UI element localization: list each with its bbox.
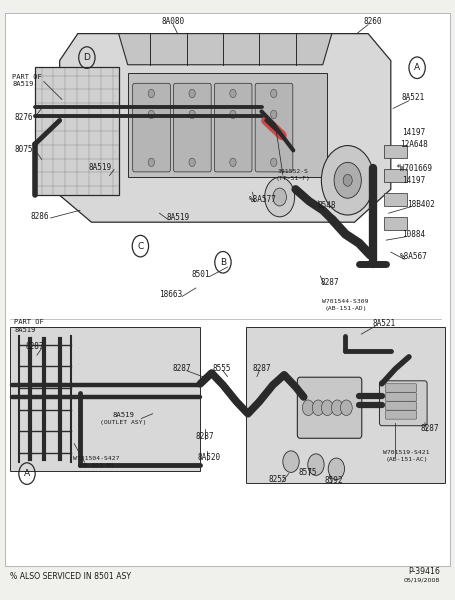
Text: 8A519: 8A519 bbox=[89, 163, 112, 172]
Circle shape bbox=[271, 89, 277, 98]
Text: W701504-S427: W701504-S427 bbox=[73, 456, 119, 461]
Circle shape bbox=[271, 110, 277, 119]
FancyBboxPatch shape bbox=[379, 381, 427, 426]
Text: 391552-S: 391552-S bbox=[278, 169, 309, 174]
Text: 14197: 14197 bbox=[402, 128, 425, 137]
Text: 8287: 8287 bbox=[320, 278, 339, 287]
Text: PART OF: PART OF bbox=[14, 319, 44, 325]
Circle shape bbox=[331, 400, 343, 416]
Text: 8276: 8276 bbox=[14, 113, 33, 122]
FancyBboxPatch shape bbox=[385, 402, 417, 410]
Text: A: A bbox=[414, 63, 420, 72]
Polygon shape bbox=[10, 327, 200, 470]
Text: 8592: 8592 bbox=[325, 476, 344, 485]
Text: %8A577: %8A577 bbox=[249, 195, 277, 204]
Polygon shape bbox=[246, 327, 445, 482]
Circle shape bbox=[148, 110, 154, 119]
Text: P-39416: P-39416 bbox=[408, 567, 440, 576]
FancyBboxPatch shape bbox=[385, 393, 417, 401]
Text: 8287: 8287 bbox=[252, 364, 271, 373]
Circle shape bbox=[302, 400, 314, 416]
Text: 8A519: 8A519 bbox=[166, 213, 189, 222]
Text: A: A bbox=[24, 469, 30, 478]
Circle shape bbox=[340, 400, 352, 416]
Text: (AB-212-M): (AB-212-M) bbox=[76, 463, 115, 469]
Circle shape bbox=[265, 177, 295, 217]
Text: 8A519: 8A519 bbox=[14, 327, 35, 333]
Circle shape bbox=[283, 451, 299, 472]
Circle shape bbox=[230, 89, 236, 98]
Text: W701519-S421: W701519-S421 bbox=[384, 450, 430, 455]
FancyBboxPatch shape bbox=[384, 145, 407, 158]
FancyBboxPatch shape bbox=[298, 377, 362, 438]
Circle shape bbox=[334, 163, 361, 198]
Text: W701544-S309: W701544-S309 bbox=[322, 299, 369, 304]
Text: 8260: 8260 bbox=[364, 17, 382, 26]
Text: 8555: 8555 bbox=[213, 364, 231, 373]
Text: 8A521: 8A521 bbox=[373, 319, 395, 328]
FancyBboxPatch shape bbox=[385, 384, 417, 392]
Text: 18B402: 18B402 bbox=[407, 200, 435, 209]
Text: 18663: 18663 bbox=[159, 290, 182, 299]
FancyBboxPatch shape bbox=[384, 169, 407, 182]
Text: (TT-51-F): (TT-51-F) bbox=[276, 176, 311, 181]
Circle shape bbox=[189, 158, 195, 167]
Circle shape bbox=[321, 400, 333, 416]
Circle shape bbox=[230, 158, 236, 167]
Text: 8075: 8075 bbox=[14, 145, 33, 154]
Circle shape bbox=[189, 110, 195, 119]
Text: 8287: 8287 bbox=[196, 432, 214, 441]
FancyBboxPatch shape bbox=[384, 217, 407, 230]
Circle shape bbox=[189, 89, 195, 98]
Text: 8287: 8287 bbox=[420, 424, 439, 433]
Text: 8A519: 8A519 bbox=[12, 82, 33, 88]
Text: 8A519: 8A519 bbox=[112, 412, 134, 418]
Text: (AB-151-AD): (AB-151-AD) bbox=[324, 306, 367, 311]
Text: (AB-151-AC): (AB-151-AC) bbox=[385, 457, 428, 463]
Circle shape bbox=[271, 158, 277, 167]
Text: C: C bbox=[137, 242, 143, 251]
Text: 05/19/2008: 05/19/2008 bbox=[404, 578, 440, 583]
Text: 8287: 8287 bbox=[173, 364, 192, 373]
Circle shape bbox=[308, 454, 324, 475]
Text: 8501: 8501 bbox=[191, 270, 210, 279]
FancyBboxPatch shape bbox=[255, 83, 293, 172]
Circle shape bbox=[148, 89, 154, 98]
Text: PART OF: PART OF bbox=[12, 74, 42, 80]
FancyBboxPatch shape bbox=[214, 83, 252, 172]
Text: (OUTLET ASY): (OUTLET ASY) bbox=[100, 419, 147, 425]
Circle shape bbox=[321, 146, 374, 215]
FancyBboxPatch shape bbox=[385, 411, 417, 419]
Text: %8A567: %8A567 bbox=[399, 253, 427, 262]
Circle shape bbox=[328, 458, 344, 479]
Text: 8548: 8548 bbox=[317, 201, 336, 210]
Polygon shape bbox=[60, 34, 391, 222]
FancyBboxPatch shape bbox=[5, 13, 450, 566]
Circle shape bbox=[230, 110, 236, 119]
Text: B: B bbox=[220, 258, 226, 267]
FancyBboxPatch shape bbox=[128, 73, 327, 177]
Text: 14197: 14197 bbox=[402, 176, 425, 185]
Circle shape bbox=[148, 158, 154, 167]
Text: 8255: 8255 bbox=[268, 475, 287, 484]
Text: % ALSO SERVICED IN 8501 ASY: % ALSO SERVICED IN 8501 ASY bbox=[10, 572, 131, 581]
FancyBboxPatch shape bbox=[133, 83, 170, 172]
Text: 8A080: 8A080 bbox=[162, 17, 185, 26]
Polygon shape bbox=[119, 34, 332, 65]
FancyBboxPatch shape bbox=[384, 193, 407, 206]
Circle shape bbox=[312, 400, 324, 416]
Text: 8287: 8287 bbox=[25, 341, 44, 350]
Circle shape bbox=[273, 188, 287, 206]
Circle shape bbox=[343, 174, 352, 186]
FancyBboxPatch shape bbox=[35, 67, 119, 195]
Text: 12A648: 12A648 bbox=[399, 140, 427, 149]
Text: 8575: 8575 bbox=[299, 468, 318, 477]
Text: *W701669: *W701669 bbox=[395, 164, 432, 173]
Text: D: D bbox=[83, 53, 91, 62]
FancyBboxPatch shape bbox=[173, 83, 211, 172]
Text: 10884: 10884 bbox=[402, 230, 425, 239]
Text: 8A521: 8A521 bbox=[402, 93, 425, 102]
Text: 8A520: 8A520 bbox=[198, 453, 221, 462]
Text: 8286: 8286 bbox=[30, 212, 49, 221]
